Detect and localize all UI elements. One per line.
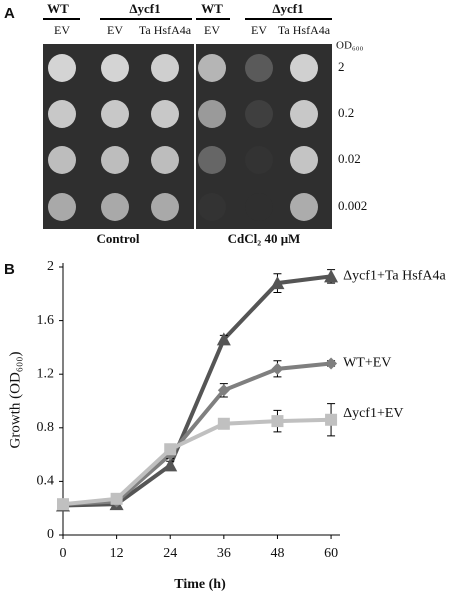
- marker: [217, 417, 230, 430]
- condition-label: CdCl₂ 40 μM: [228, 231, 301, 246]
- yeast-spot: [245, 100, 273, 128]
- yeast-spot: [101, 54, 129, 82]
- yeast-spot: [290, 54, 318, 82]
- yeast-spot: [290, 146, 318, 174]
- series-line: [62, 274, 332, 508]
- dilution-label: 2: [338, 59, 345, 74]
- yeast-spot: [290, 193, 318, 221]
- marker: [271, 362, 284, 375]
- yeast-spot: [151, 54, 179, 82]
- yeast-spot: [198, 193, 226, 221]
- column-label: EV: [251, 23, 267, 37]
- yeast-spot: [101, 100, 129, 128]
- series-label: WT+EV: [343, 356, 391, 371]
- yeast-spot: [245, 193, 273, 221]
- series-label: Δycf1+Ta HsfA4a: [343, 269, 446, 284]
- y-tick-label: 0.8: [37, 420, 55, 435]
- marker: [325, 357, 338, 370]
- y-tick-label: 1.6: [37, 313, 55, 328]
- y-tick-label: 0: [47, 527, 54, 542]
- group-header: WT: [201, 1, 223, 16]
- dilution-label: 0.002: [338, 198, 367, 213]
- column-label: EV: [54, 23, 70, 37]
- yeast-spot: [245, 54, 273, 82]
- group-header: WT: [47, 1, 69, 16]
- yeast-spot: [290, 100, 318, 128]
- marker: [216, 332, 231, 346]
- y-tick-label: 1.2: [37, 366, 55, 381]
- y-axis-title: Growth (OD₆₀₀): [7, 352, 23, 449]
- x-axis-title: Time (h): [174, 577, 226, 592]
- x-tick-label: 24: [163, 546, 177, 561]
- y-tick-label: 2: [47, 259, 54, 274]
- yeast-spot: [245, 146, 273, 174]
- marker: [325, 413, 338, 426]
- marker: [110, 492, 123, 505]
- column-label: EV: [107, 23, 123, 37]
- yeast-spot: [198, 100, 226, 128]
- series-label: Δycf1+EV: [343, 406, 403, 421]
- x-tick-label: 12: [110, 546, 124, 561]
- yeast-spot: [151, 146, 179, 174]
- yeast-spot: [151, 100, 179, 128]
- column-label: Ta HsfA4a: [139, 23, 192, 37]
- series-line: [62, 361, 332, 507]
- marker: [57, 498, 69, 511]
- x-tick-label: 48: [270, 546, 284, 561]
- x-tick-label: 36: [217, 546, 231, 561]
- group-header: Δycf1: [129, 1, 160, 16]
- series-line: [62, 417, 332, 507]
- condition-label: Control: [96, 231, 139, 246]
- yeast-spot: [198, 54, 226, 82]
- marker: [164, 443, 177, 456]
- yeast-spot: [48, 193, 76, 221]
- group-header: Δycf1: [272, 1, 303, 16]
- yeast-spot: [198, 146, 226, 174]
- marker: [270, 276, 285, 290]
- x-tick-label: 0: [60, 546, 67, 561]
- yeast-spot: [151, 193, 179, 221]
- column-label: EV: [204, 23, 220, 37]
- marker: [271, 415, 284, 428]
- panel-label: A: [4, 5, 15, 22]
- dilution-label: 0.02: [338, 151, 361, 166]
- yeast-spot: [101, 193, 129, 221]
- panel-label: B: [4, 261, 15, 278]
- yeast-spot: [48, 146, 76, 174]
- x-tick-label: 60: [324, 546, 338, 561]
- dilution-label: 0.2: [338, 105, 354, 120]
- y-tick-label: 0.4: [37, 474, 55, 489]
- yeast-spot: [48, 100, 76, 128]
- marker: [324, 269, 339, 283]
- column-label: Ta HsfA4a: [278, 23, 331, 37]
- yeast-spot: [48, 54, 76, 82]
- yeast-spot: [101, 146, 129, 174]
- dilution-header: OD₆₀₀: [336, 40, 364, 52]
- marker: [163, 458, 178, 472]
- marker: [217, 384, 230, 397]
